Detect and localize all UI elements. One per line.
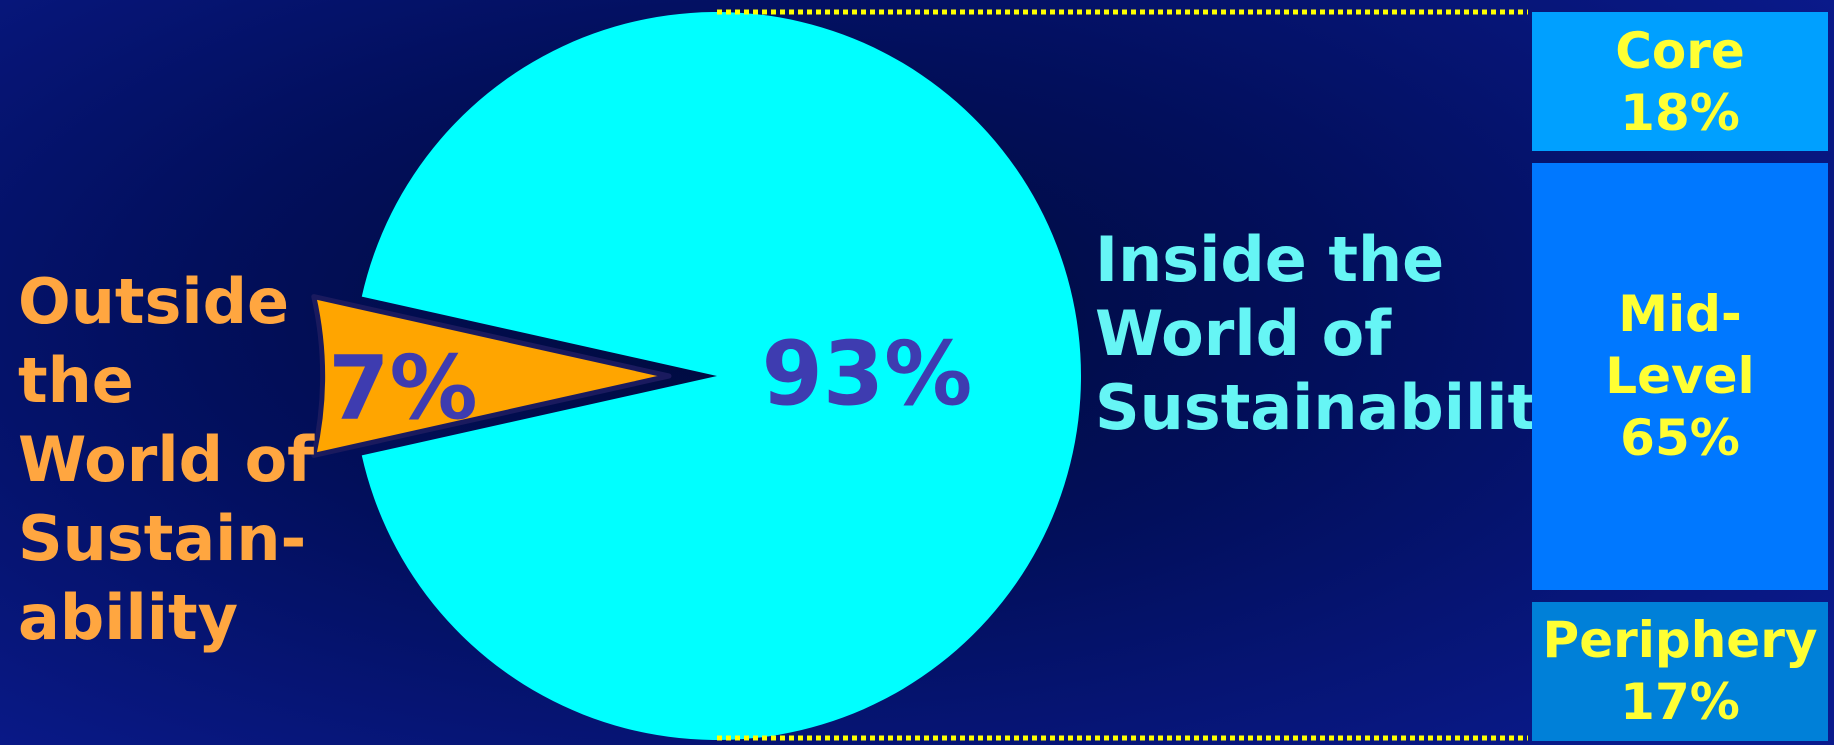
breakdown-label-mid: Mid- Level <box>1605 285 1755 406</box>
breakdown-box-mid: Mid- Level 65% <box>1532 163 1828 590</box>
breakdown-box-core: Core 18% <box>1532 12 1828 152</box>
outside-slice-label: Outside the World of Sustain- ability <box>18 265 315 654</box>
breakdown-value-periphery: 17% <box>1620 673 1740 732</box>
breakdown-label-core: Core <box>1615 21 1745 80</box>
breakdown-label-periphery: Periphery <box>1542 611 1818 670</box>
breakdown-value-mid: 65% <box>1620 409 1740 468</box>
breakdown-box-periphery: Periphery 17% <box>1532 601 1828 741</box>
inside-slice-label: Inside the World of Sustainability <box>1095 223 1578 444</box>
pie-slice-outside <box>311 294 672 458</box>
pie-value-label-inside: 93% <box>762 323 973 426</box>
pie-slice-inside <box>361 12 1081 741</box>
pie-value-label-outside: 7% <box>328 337 477 440</box>
breakdown-value-core: 18% <box>1620 83 1740 142</box>
